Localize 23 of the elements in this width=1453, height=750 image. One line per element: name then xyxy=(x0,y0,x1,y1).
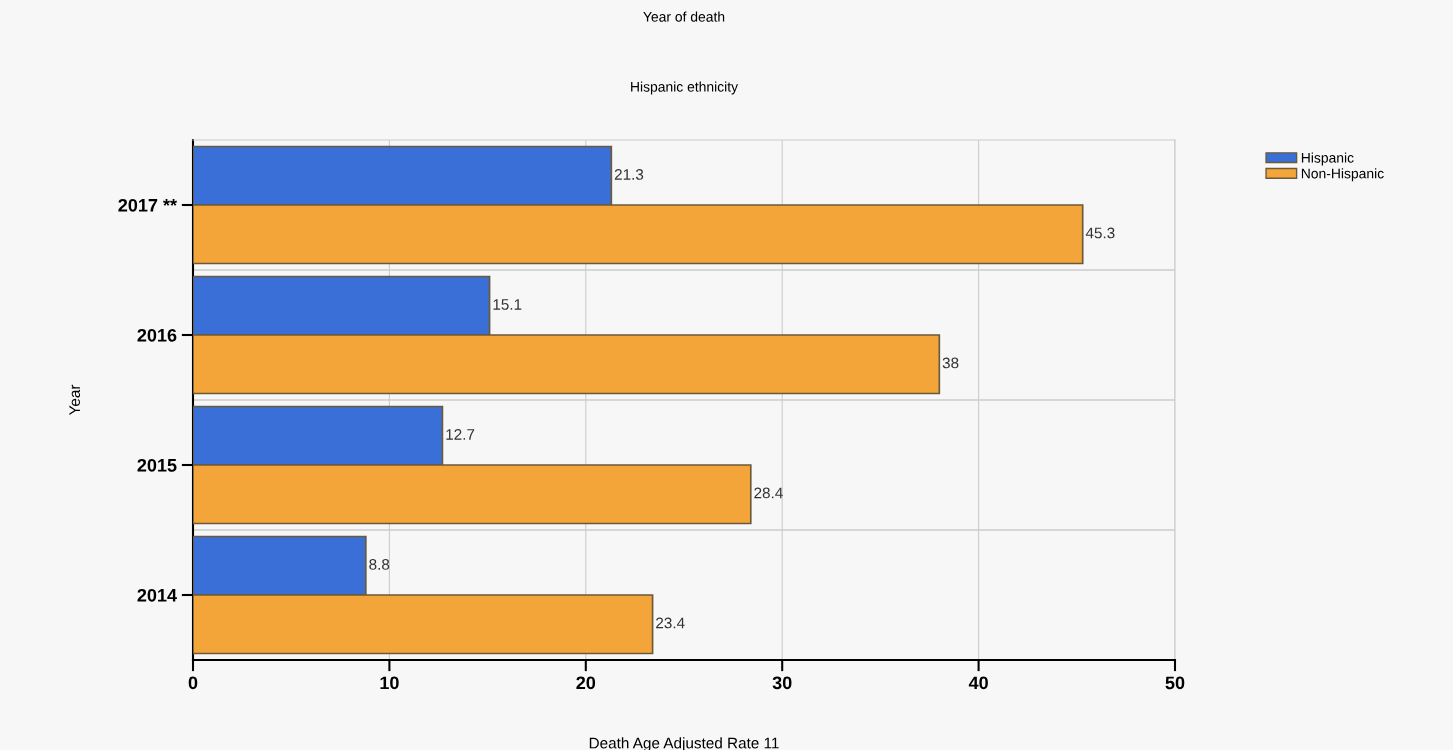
data-label: 15.1 xyxy=(493,299,522,310)
data-label: 28.4 xyxy=(754,487,783,499)
x-tick-label: 10 xyxy=(380,676,399,690)
y-tick-label: 2017 ** xyxy=(118,198,178,212)
x-tick-label: 30 xyxy=(772,676,792,690)
chart-title: Year of death xyxy=(643,11,725,22)
data-label: 12.7 xyxy=(446,429,475,440)
data-label: 45.3 xyxy=(1085,227,1115,239)
y-tick-label: 2014 xyxy=(137,588,177,602)
data-label: 21.3 xyxy=(614,169,644,180)
data-label: 38 xyxy=(942,357,959,369)
y-tick-label: 2016 xyxy=(137,328,177,342)
legend-label: Hispanic xyxy=(1301,152,1354,166)
data-label: 23.4 xyxy=(656,617,685,629)
data-label: 8.8 xyxy=(369,559,390,570)
x-tick-label: 0 xyxy=(188,676,198,690)
y-tick-label: 2015 xyxy=(137,458,177,472)
x-tick-label: 40 xyxy=(968,676,988,690)
y-axis-title: Year xyxy=(69,384,81,416)
x-tick-label: 50 xyxy=(1165,676,1185,690)
x-tick-label: 20 xyxy=(576,676,596,690)
legend-label: Non-Hispanic xyxy=(1301,168,1384,182)
chart-subtitle: Hispanic ethnicity xyxy=(631,81,739,95)
